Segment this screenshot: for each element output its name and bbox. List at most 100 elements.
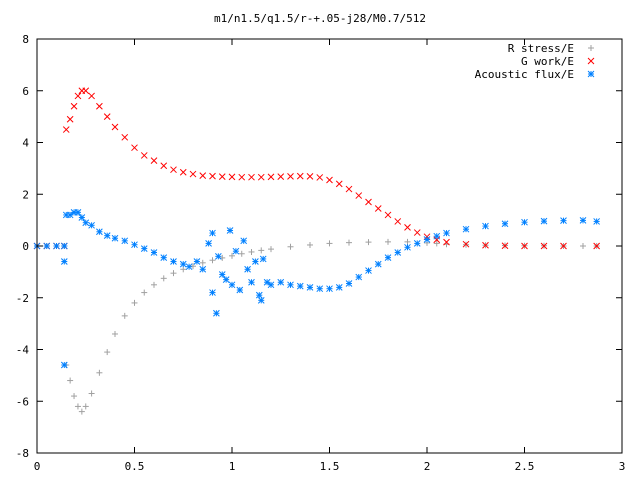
- x-tick-label: 3: [619, 460, 626, 473]
- data-point-d2: [103, 232, 111, 240]
- data-point: [193, 258, 201, 265]
- data-point: [199, 259, 206, 266]
- data-point-d2: [111, 123, 119, 131]
- data-point: [82, 87, 90, 95]
- data-point: [74, 403, 81, 410]
- data-point: [521, 218, 528, 226]
- data-point-d2: [326, 285, 333, 293]
- data-point: [228, 173, 236, 181]
- data-point: [296, 172, 304, 180]
- data-point-d2: [404, 243, 411, 251]
- data-point-d2: [355, 273, 363, 281]
- data-point: [482, 241, 489, 249]
- data-point: [501, 220, 509, 228]
- data-point: [560, 242, 567, 250]
- data-point: [62, 126, 70, 133]
- data-point-d2: [199, 265, 207, 273]
- legend-marker-d2: [587, 70, 595, 78]
- data-point-d2: [593, 218, 601, 225]
- y-tick-label: -2: [16, 292, 29, 305]
- data-point-d2: [78, 214, 86, 221]
- data-point: [277, 278, 285, 286]
- data-point: [404, 224, 411, 231]
- data-point-d2: [244, 265, 251, 273]
- data-point: [335, 284, 343, 291]
- legend-label: G work/E: [521, 55, 574, 68]
- data-point: [140, 152, 148, 159]
- data-point-d2: [267, 173, 275, 181]
- data-point: [236, 286, 244, 294]
- data-point-d2: [259, 255, 267, 263]
- data-point-d2: [296, 282, 304, 290]
- data-point-d2: [255, 291, 263, 299]
- data-point: [199, 172, 207, 179]
- data-point-d2: [257, 173, 265, 181]
- data-point-d2: [267, 281, 275, 289]
- data-point: [112, 330, 118, 337]
- data-point-d2: [209, 172, 216, 180]
- data-point: [43, 242, 51, 250]
- data-point-d2: [287, 281, 294, 289]
- data-point: [423, 236, 431, 243]
- legend-marker-d2: [587, 57, 595, 65]
- data-point: [199, 265, 207, 273]
- data-point-d2: [335, 180, 343, 188]
- y-tick-label: 4: [22, 137, 29, 150]
- y-tick-label: -6: [16, 395, 29, 408]
- y-tick-label: 0: [22, 240, 29, 253]
- data-point-d2: [240, 237, 248, 245]
- data-point-d2: [111, 234, 119, 242]
- data-point-d2: [433, 232, 441, 240]
- data-point-d2: [277, 173, 285, 181]
- data-point: [218, 173, 226, 181]
- data-point-d2: [62, 126, 70, 133]
- data-point: [88, 92, 95, 100]
- data-point: [103, 232, 111, 240]
- data-point-d2: [540, 217, 548, 225]
- y-tick-label: -4: [16, 344, 30, 357]
- data-point: [355, 192, 363, 199]
- data-point: [66, 115, 74, 123]
- data-point: [150, 157, 158, 164]
- data-point-d2: [88, 92, 95, 100]
- data-point-d2: [74, 209, 82, 216]
- data-point: [355, 273, 363, 281]
- data-point: [189, 170, 197, 178]
- data-point: [209, 229, 216, 237]
- data-point-d2: [521, 218, 528, 226]
- series-1: [33, 87, 601, 250]
- data-point-d2: [214, 252, 222, 260]
- data-point: [540, 217, 548, 225]
- data-point: [413, 229, 421, 236]
- data-point-d2: [213, 309, 220, 317]
- data-point-d2: [404, 224, 411, 231]
- data-point: [345, 280, 353, 287]
- data-point: [179, 168, 187, 176]
- data-point: [160, 162, 168, 170]
- data-point: [443, 238, 450, 246]
- data-point: [190, 263, 196, 270]
- data-point: [540, 242, 548, 250]
- data-point-d2: [326, 176, 333, 184]
- data-point: [335, 180, 343, 188]
- data-point-d2: [82, 87, 90, 95]
- data-point-d2: [306, 284, 314, 291]
- data-point: [257, 173, 265, 181]
- data-point: [82, 219, 90, 227]
- data-point-d2: [53, 242, 60, 250]
- x-tick-label: 0.5: [125, 460, 145, 473]
- data-point-d2: [228, 281, 236, 289]
- data-point: [365, 267, 372, 274]
- data-point: [226, 227, 234, 234]
- x-tick-label: 0: [34, 460, 41, 473]
- data-point: [229, 252, 235, 259]
- data-point-d2: [394, 249, 402, 256]
- data-point: [179, 260, 187, 268]
- x-tick-label: 2: [424, 460, 431, 473]
- data-point-d2: [131, 144, 138, 152]
- data-point: [255, 291, 263, 299]
- data-point: [268, 246, 274, 253]
- data-point: [365, 239, 372, 246]
- plot-area: [33, 87, 601, 415]
- data-point: [326, 285, 333, 293]
